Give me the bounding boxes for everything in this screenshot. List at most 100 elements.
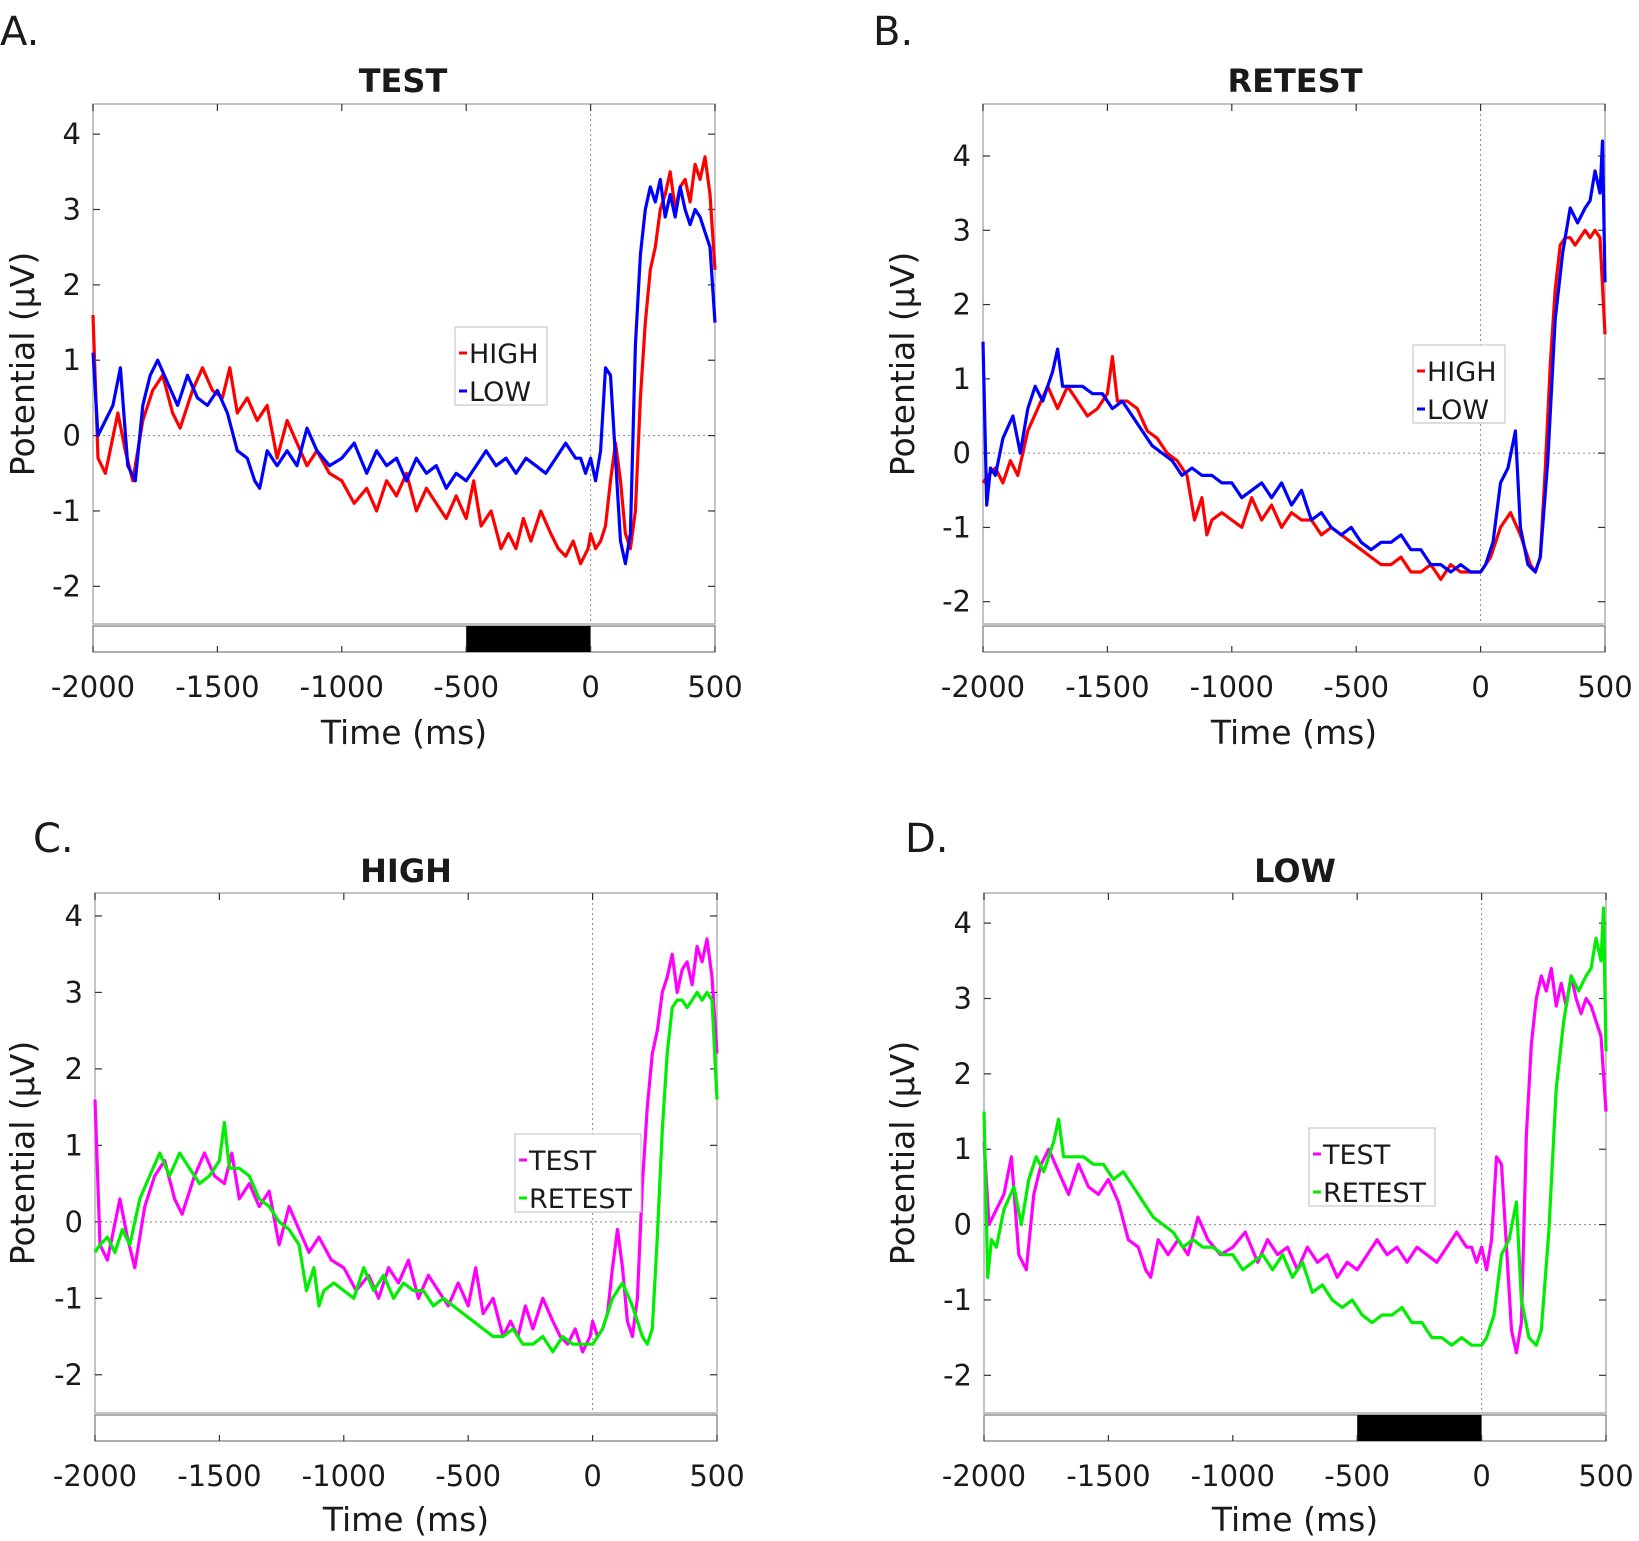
series-line-high: [91, 155, 717, 566]
legend-box: [454, 326, 548, 406]
y-tick-label: 3: [954, 982, 972, 1016]
y-tick-label: 4: [953, 139, 971, 173]
x-tick-label: -500: [1323, 670, 1389, 704]
y-tick-label: 2: [953, 288, 971, 322]
y-tick-label: 3: [65, 975, 83, 1009]
panel-letter: A.: [0, 9, 39, 55]
x-tick-label: 0: [1472, 1459, 1490, 1493]
y-tick-label: 2: [63, 268, 81, 302]
x-tick-label: -1000: [1190, 670, 1274, 704]
x-tick-label: -2000: [51, 670, 135, 704]
y-tick-label: 4: [954, 906, 972, 940]
y-tick-label: -2: [943, 1358, 972, 1392]
y-tick-label: 1: [65, 1128, 83, 1162]
y-tick-label: 0: [954, 1208, 972, 1242]
x-axis-label: Time (ms): [1211, 1500, 1378, 1539]
y-tick-label: -2: [54, 1358, 83, 1392]
y-axis-label: Potential (μV): [3, 252, 42, 476]
legend-box: [1412, 344, 1506, 424]
legend-label: TEST: [528, 1146, 597, 1177]
time-strip: [983, 1414, 1607, 1442]
panel-d: D. LOW 4 3 2 1 0 -1 -2 TEST RETEST -2000 -1500 -1000 -…: [883, 816, 1634, 1539]
plot-area: [982, 103, 1606, 625]
legend-label: TEST: [1322, 1140, 1391, 1171]
x-axis-label: Time (ms): [1210, 713, 1377, 752]
x-tick-label: -1500: [1066, 1459, 1150, 1493]
series-line-retest: [982, 906, 1608, 1347]
y-tick-label: -1: [942, 510, 971, 544]
x-tick-label: -1500: [177, 1459, 261, 1493]
x-tick-label: 500: [1578, 1459, 1633, 1493]
y-tick-label: 1: [63, 343, 81, 377]
y-tick-label: -1: [54, 1281, 83, 1315]
series-line-low: [981, 139, 1607, 574]
x-tick-label: -500: [433, 670, 499, 704]
x-tick-label: 0: [583, 1459, 601, 1493]
y-tick-label: 4: [63, 117, 81, 151]
panel-c: C. HIGH 4 3 2 1 0 -1 -2 TEST RETEST -2000 -1500 -1000…: [3, 816, 745, 1539]
y-axis-label: Potential (μV): [883, 252, 922, 476]
series-line-test: [93, 937, 719, 1354]
y-tick-label: 2: [65, 1052, 83, 1086]
x-tick-label: -2000: [942, 1459, 1026, 1493]
plot-area: [92, 103, 716, 625]
series-line-low: [91, 177, 717, 566]
y-tick-label: -1: [943, 1283, 972, 1317]
plot-area: [983, 892, 1607, 1414]
panel-title: HIGH: [360, 852, 452, 890]
panel-letter: C.: [33, 816, 74, 862]
panel-title: RETEST: [1227, 62, 1362, 100]
y-tick-label: 1: [954, 1132, 972, 1166]
x-tick-label: -1000: [1191, 1459, 1275, 1493]
y-tick-label: 0: [63, 419, 81, 453]
y-tick-label: -2: [942, 585, 971, 619]
x-tick-label: 0: [581, 670, 599, 704]
x-axis-label: Time (ms): [322, 1500, 489, 1539]
x-tick-label: -2000: [53, 1459, 137, 1493]
highlight-interval: [1357, 1415, 1482, 1441]
series-line-retest: [93, 990, 719, 1354]
x-tick-label: 500: [689, 1459, 744, 1493]
time-strip: [92, 625, 716, 653]
x-tick-label: -1000: [302, 1459, 386, 1493]
y-tick-label: 4: [65, 899, 83, 933]
legend-label: HIGH: [1427, 357, 1497, 388]
x-tick-label: -1000: [300, 670, 384, 704]
x-tick-label: -500: [435, 1459, 501, 1493]
x-tick-label: -1500: [1065, 670, 1149, 704]
x-tick-label: -1500: [175, 670, 259, 704]
panel-letter: D.: [905, 816, 949, 862]
y-axis-label: Potential (μV): [3, 1041, 42, 1265]
legend-label: LOW: [1427, 395, 1489, 426]
time-strip: [94, 1414, 718, 1442]
panel-letter: B.: [873, 9, 913, 55]
x-axis-label: Time (ms): [320, 713, 487, 752]
x-tick-label: -2000: [941, 670, 1025, 704]
y-tick-label: 3: [953, 213, 971, 247]
y-tick-label: 0: [65, 1205, 83, 1239]
y-tick-label: -1: [52, 494, 81, 528]
panel-a: A. TEST 4 3 2 1 0 -1 -2 HIGH LOW -2000 -1500 -1000 -50…: [0, 9, 743, 752]
legend-label: RETEST: [1323, 1178, 1427, 1209]
legend-box: [514, 1133, 642, 1213]
legend-label: RETEST: [529, 1184, 633, 1215]
highlight-interval: [466, 626, 591, 652]
legend-box: [1308, 1127, 1436, 1207]
y-tick-label: 3: [63, 193, 81, 227]
x-tick-label: -500: [1324, 1459, 1390, 1493]
y-tick-label: 1: [953, 362, 971, 396]
panel-b: B. RETEST 4 3 2 1 0 -1 -2 HIGH LOW -2000 -1500 -1000 -…: [873, 9, 1633, 752]
series-line-test: [982, 966, 1608, 1355]
legend-label: HIGH: [469, 339, 539, 370]
x-tick-label: 0: [1471, 670, 1489, 704]
y-axis-label: Potential (μV): [883, 1041, 922, 1265]
y-tick-label: -2: [52, 569, 81, 603]
x-tick-label: 500: [687, 670, 742, 704]
legend-label: LOW: [469, 377, 531, 408]
x-tick-label: 500: [1577, 670, 1632, 704]
y-tick-label: 2: [954, 1057, 972, 1091]
y-tick-label: 0: [953, 436, 971, 470]
panel-title: TEST: [359, 62, 448, 100]
time-strip: [982, 625, 1606, 653]
